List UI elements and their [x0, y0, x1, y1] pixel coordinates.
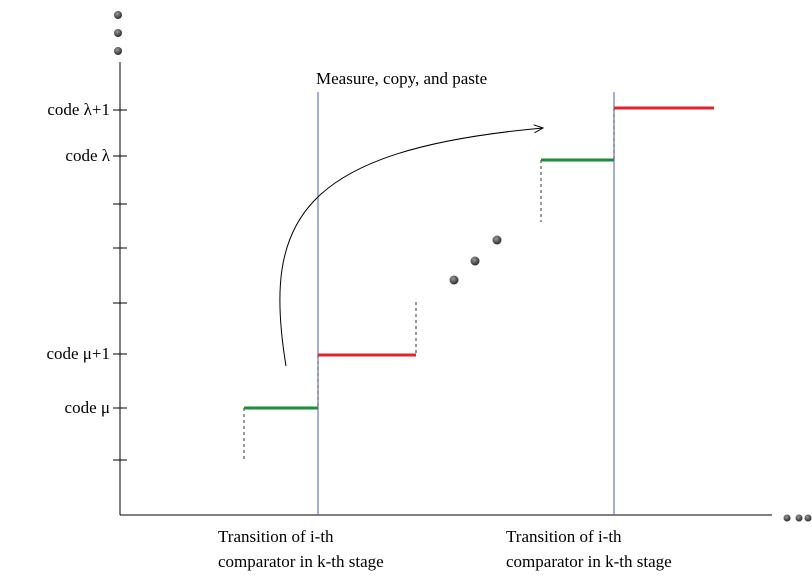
dot	[470, 256, 480, 266]
dot	[114, 11, 122, 19]
dashed-risers	[243, 108, 615, 461]
x-label-left-line2: comparator in k-th stage	[218, 552, 384, 571]
dot	[449, 275, 459, 285]
y-label-code-mu-plus-1: code μ+1	[46, 344, 110, 363]
dot	[795, 514, 803, 522]
x-axis-ellipsis	[783, 514, 812, 522]
y-ticks	[113, 109, 127, 461]
dot	[492, 235, 502, 245]
dot	[114, 29, 122, 37]
x-label-left-line1: Transition of i-th	[218, 527, 334, 546]
annotation-title: Measure, copy, and paste	[316, 69, 487, 88]
measure-copy-paste-arrow	[279, 128, 543, 367]
y-axis-ellipsis	[114, 11, 122, 55]
y-label-code-mu: code μ	[65, 398, 110, 417]
y-label-code-lambda-plus-1: code λ+1	[47, 100, 110, 119]
dot	[783, 514, 791, 522]
dot	[114, 47, 122, 55]
y-label-code-lambda: code λ	[65, 146, 110, 165]
x-label-right-line2: comparator in k-th stage	[506, 552, 672, 571]
dot	[804, 514, 812, 522]
x-label-right-line1: Transition of i-th	[506, 527, 622, 546]
middle-ellipsis	[449, 235, 502, 285]
